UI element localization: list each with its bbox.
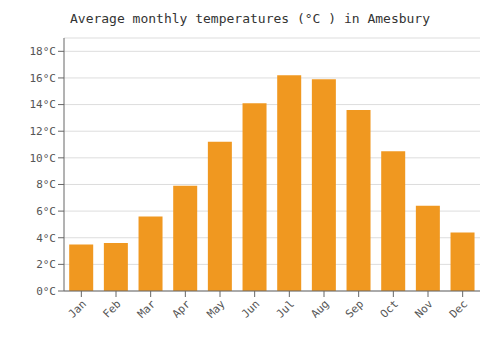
svg-text:2°C: 2°C	[36, 258, 56, 271]
svg-text:14°C: 14°C	[30, 98, 57, 111]
svg-text:18°C: 18°C	[30, 45, 57, 58]
svg-text:Apr: Apr	[170, 297, 194, 321]
svg-text:0°C: 0°C	[36, 285, 56, 298]
html-text:Average monthly temperatures (: Average monthly temperatures (°C ) in Am…	[70, 11, 430, 26]
svg-text:Jan: Jan	[66, 297, 89, 320]
svg-text:Dec: Dec	[447, 297, 470, 320]
svg-text:6°C: 6°C	[36, 205, 56, 218]
svg-text:Oct: Oct	[378, 297, 401, 320]
svg-text:Aug: Aug	[308, 297, 331, 320]
svg-text:16°C: 16°C	[30, 72, 57, 85]
svg-text:Nov: Nov	[412, 297, 436, 321]
svg-text:4°C: 4°C	[36, 232, 56, 245]
svg-text:Jun: Jun	[239, 297, 262, 320]
svg-text:Jul: Jul	[274, 297, 297, 320]
svg-text:Feb: Feb	[100, 297, 123, 320]
svg-text:May: May	[204, 297, 228, 321]
svg-text:10°C: 10°C	[30, 152, 57, 165]
svg-text:12°C: 12°C	[30, 125, 57, 138]
svg-text:8°C: 8°C	[36, 178, 56, 191]
svg-text:Mar: Mar	[135, 297, 159, 321]
svg-text:Sep: Sep	[343, 297, 366, 320]
